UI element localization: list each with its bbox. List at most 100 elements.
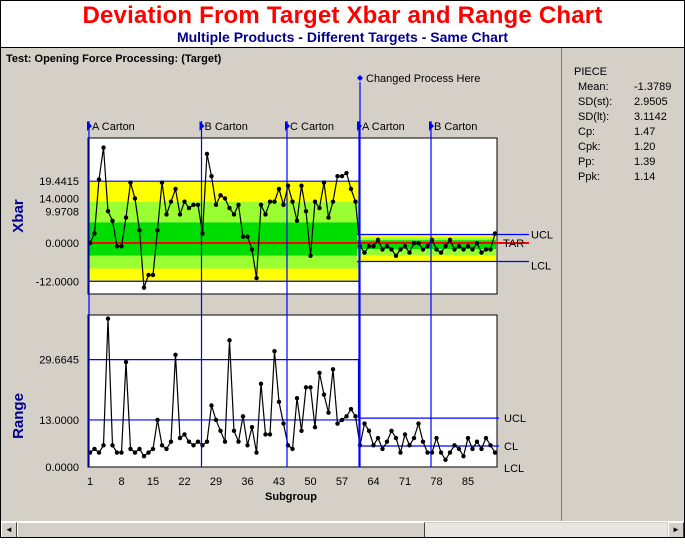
range-data-point [465, 435, 471, 441]
range-data-point [384, 439, 390, 444]
range-data-point [164, 446, 169, 452]
xbar-data-point [456, 244, 462, 249]
scroll-right-button[interactable]: ► [668, 522, 684, 537]
segment-flag-icon [87, 121, 92, 131]
xbar-target-label: TAR [503, 238, 524, 250]
xbar-data-point [483, 247, 489, 252]
range-data-point [303, 385, 309, 390]
stat-value: 3.1142 [634, 111, 667, 123]
title-area: Deviation From Target Xbar and Range Cha… [1, 1, 684, 48]
scrollbar-thumb[interactable] [17, 522, 425, 537]
xbar-data-point [425, 244, 430, 249]
range-data-point [222, 439, 228, 444]
xbar-data-point [384, 244, 390, 249]
range-data-point [335, 421, 340, 426]
xbar-axis-label: Xbar [10, 199, 27, 233]
xbar-data-point [236, 202, 241, 208]
chart-plot-area: Test: Opening Force Processing: (Target)… [6, 53, 553, 503]
range-data-point [434, 435, 439, 441]
range-x-tick-label: 29 [210, 476, 222, 488]
xbar-data-point [191, 202, 196, 208]
xbar-data-point [146, 272, 151, 278]
xbar-data-point [186, 205, 192, 211]
control-zone-band [89, 243, 359, 256]
xbar-data-point [308, 253, 313, 258]
range-data-point [321, 392, 327, 397]
stat-value: 1.14 [634, 171, 656, 183]
range-data-point [443, 457, 448, 462]
stat-sd-st: SD(st): 2.9505 [578, 96, 678, 111]
range-data-point [366, 428, 372, 434]
arrow-left-icon: ◄ [5, 525, 13, 534]
range-data-point [380, 446, 385, 452]
control-zone-band [89, 255, 359, 269]
range-data-point [227, 338, 232, 343]
horizontal-scrollbar[interactable]: ◄ ► [1, 521, 684, 537]
range-data-point [474, 439, 480, 444]
range-data-point [339, 417, 345, 423]
xbar-data-point [173, 186, 178, 192]
xbar-data-point [263, 212, 268, 217]
range-data-point [479, 446, 484, 452]
xbar-data-point [222, 196, 228, 201]
range-data-point [290, 446, 295, 452]
range-data-point [272, 348, 277, 354]
xbar-data-point [267, 199, 273, 204]
range-data-point [141, 453, 147, 459]
range-data-point [317, 370, 322, 376]
range-x-tick-label: 43 [273, 476, 285, 488]
stat-label: SD(lt): [578, 111, 610, 123]
xbar-y-tick-label: 9.9708 [45, 206, 79, 218]
stat-label: Cp: [578, 126, 596, 138]
xbar-data-point [465, 244, 471, 249]
segment-label: A Carton [362, 121, 405, 133]
stat-label: Pp: [578, 156, 595, 168]
diamond-marker-icon [357, 75, 363, 81]
control-zone-band [89, 201, 359, 223]
xbar-data-point [177, 212, 183, 217]
xbar-data-point [312, 199, 318, 204]
control-zone-band [357, 255, 496, 262]
range-data-point [281, 421, 286, 426]
xbar-data-point [353, 199, 358, 204]
range-data-point [92, 446, 97, 452]
range-x-tick-label: 1 [87, 476, 93, 488]
xbar-data-point [245, 234, 250, 239]
xbar-data-point [461, 247, 466, 252]
xbar-data-point [150, 272, 156, 278]
range-data-point [195, 439, 201, 444]
range-data-point [218, 428, 223, 434]
scroll-left-button[interactable]: ◄ [1, 522, 17, 537]
xbar-data-point [128, 180, 133, 185]
control-zone-band [357, 234, 496, 238]
range-data-point [398, 450, 403, 455]
range-data-point [240, 414, 246, 419]
range-data-point [330, 367, 336, 372]
stat-value: 1.20 [634, 141, 656, 153]
xbar-data-point [330, 199, 336, 204]
range-data-point [488, 443, 493, 448]
range-data-point [258, 381, 264, 386]
xbar-data-point [227, 205, 232, 211]
range-ucl-label: UCL [504, 413, 526, 425]
range-axis-label: Range [10, 393, 27, 439]
xbar-data-point [155, 228, 160, 233]
range-data-point [137, 446, 142, 452]
range-data-point [150, 446, 156, 452]
control-zone-band [357, 237, 496, 241]
xbar-data-point [488, 247, 493, 252]
xbar-data-point [321, 180, 327, 185]
range-data-point [425, 450, 430, 455]
range-data-point [128, 446, 133, 452]
segment-label: C Carton [290, 121, 334, 133]
range-data-point [393, 435, 399, 441]
xbar-data-point [420, 247, 426, 252]
range-data-point [492, 450, 498, 455]
range-data-point [110, 443, 115, 448]
range-x-tick-label: 50 [304, 476, 316, 488]
xbar-data-point [132, 196, 138, 201]
range-data-point [177, 435, 183, 441]
range-data-point [371, 443, 376, 448]
range-x-tick-label: 64 [367, 476, 379, 488]
stat-value: 1.47 [634, 126, 656, 138]
